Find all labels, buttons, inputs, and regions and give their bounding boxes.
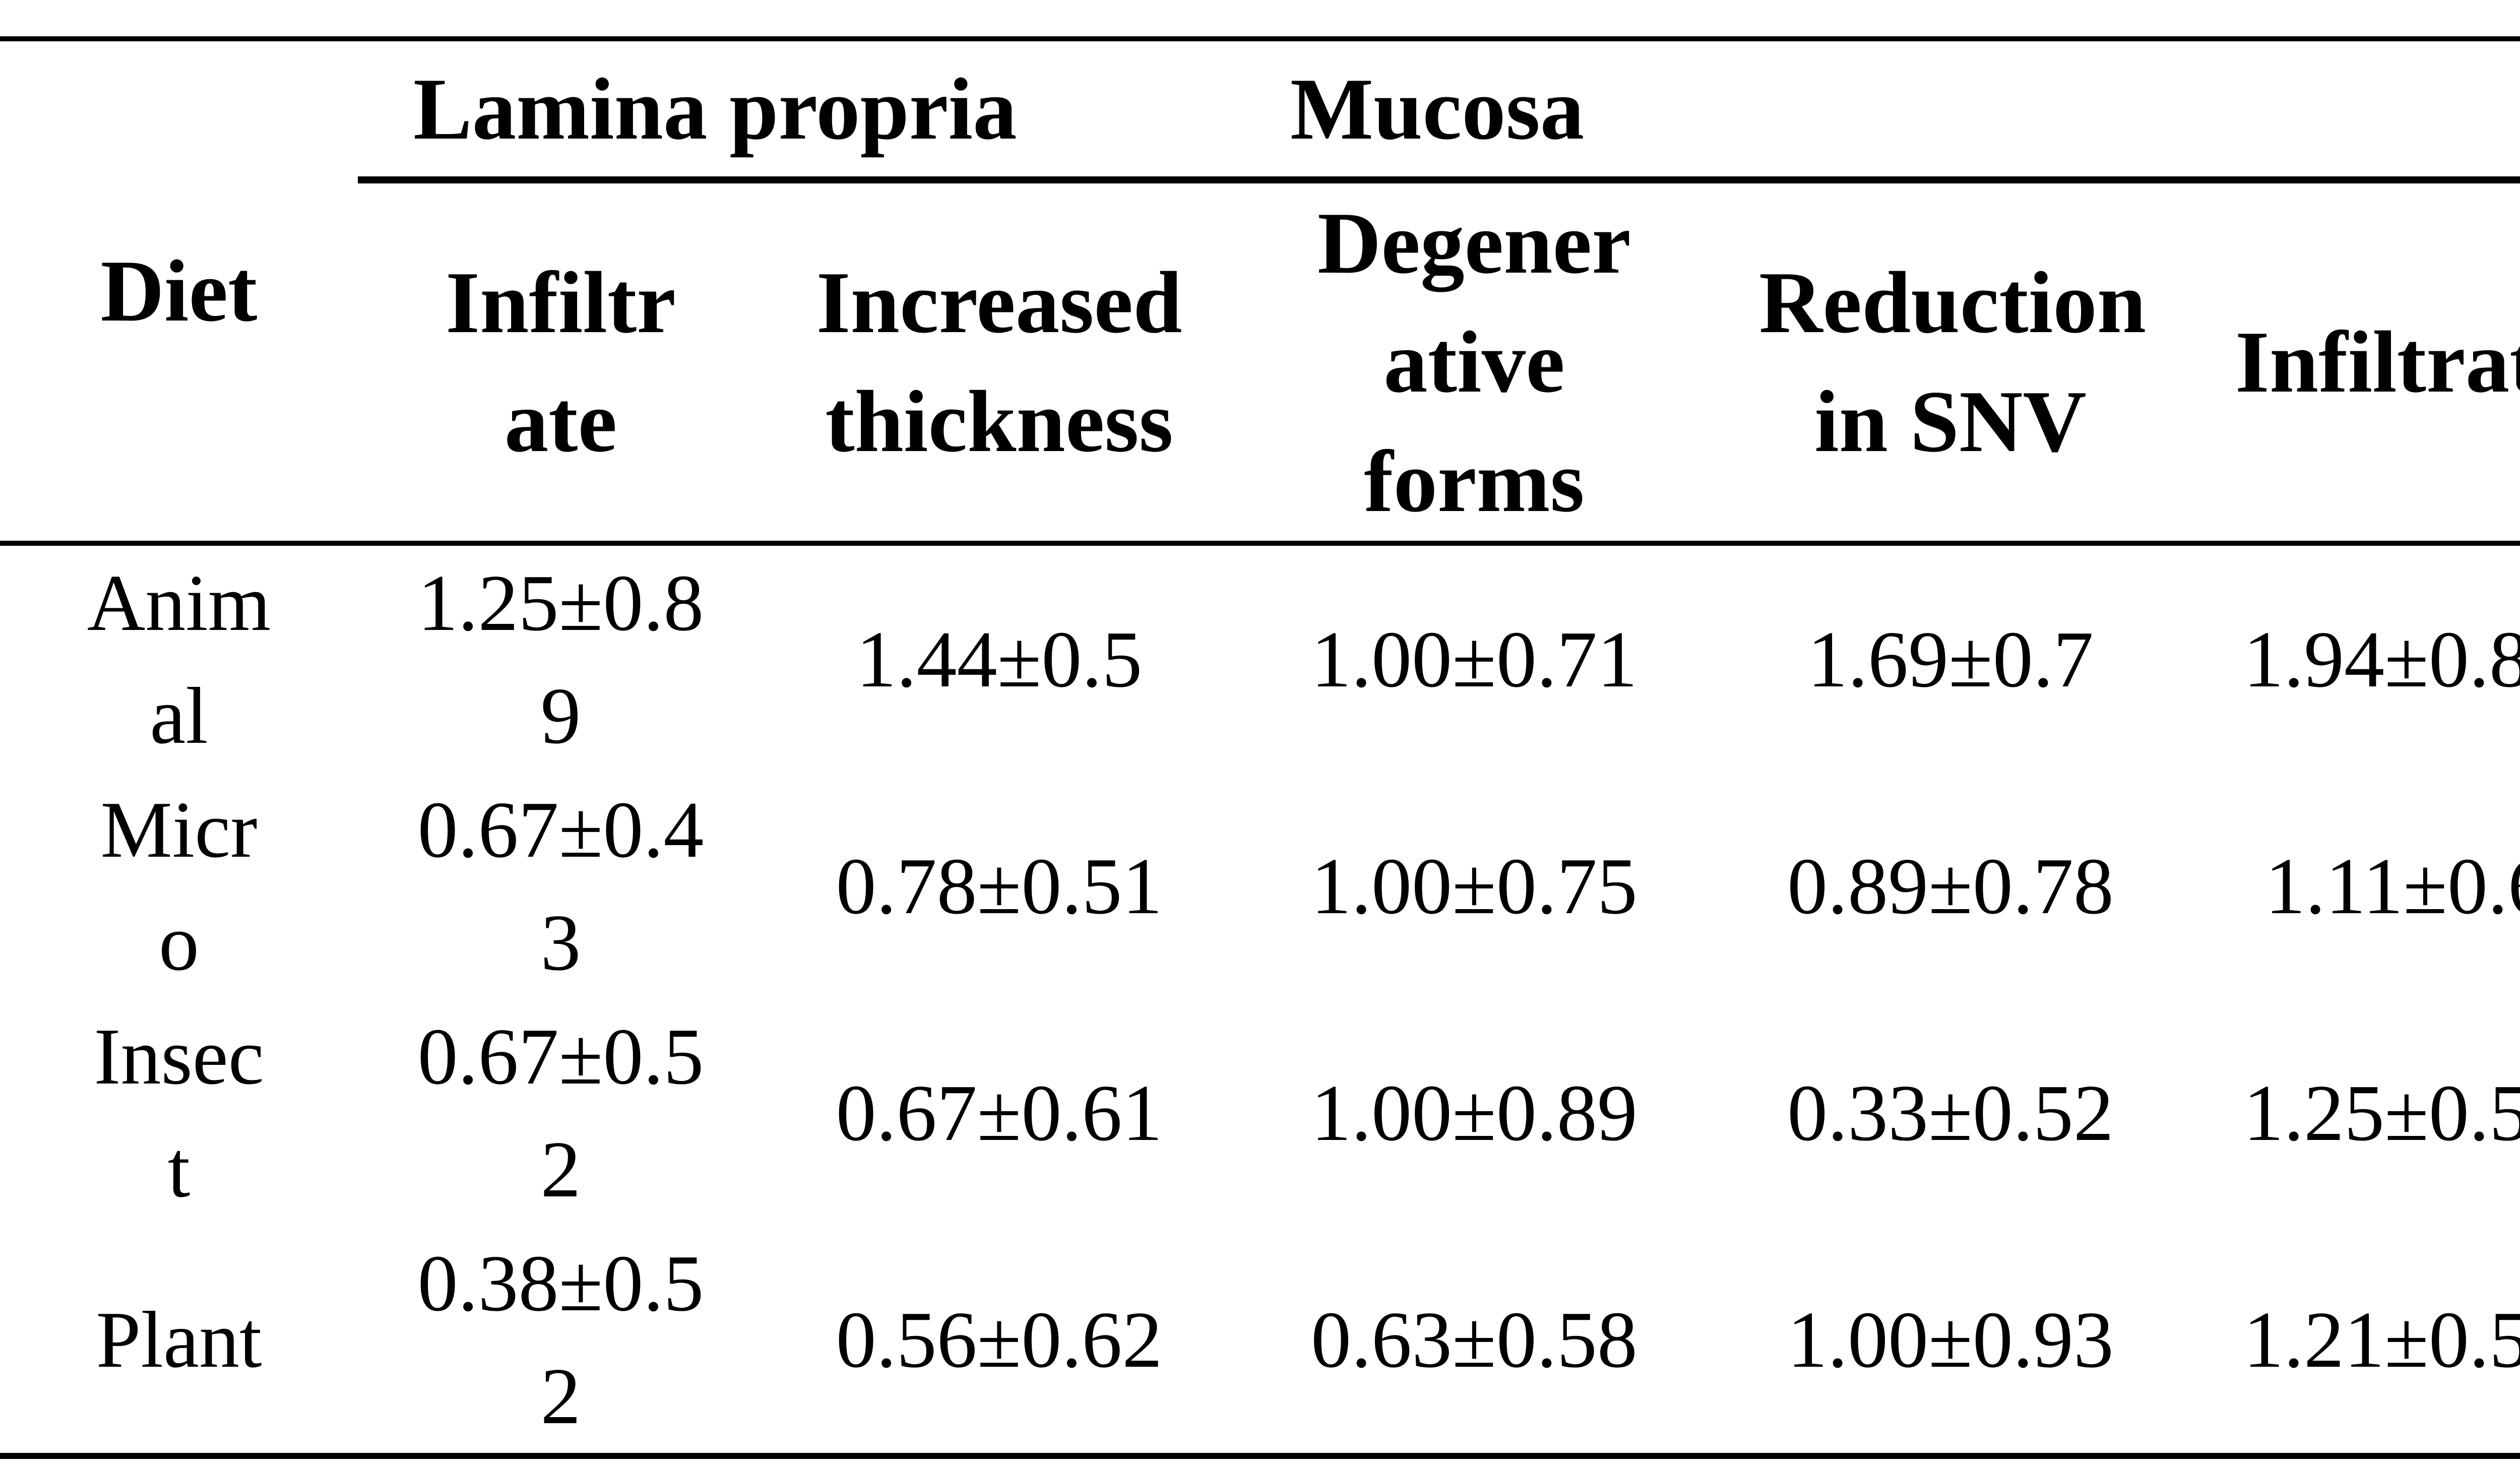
cell-mucosa-infiltrate: 1.21±0.59 [2187,1226,2520,1459]
cell-diet: Insect [94,1011,264,1214]
cell-increased-thickness: 0.78±0.51 [836,841,1163,931]
table-row-insect: Insect 0.67±0.52 0.67±0.61 1.00±0.89 0.3… [0,999,2520,1226]
table-row-micro: Micro 0.67±0.43 0.78±0.51 1.00±0.75 0.89… [0,773,2520,999]
column-header-lp-infiltrate: Infiltr ate [358,180,764,546]
cell-degenerative-forms: 0.63±0.58 [1235,1226,1714,1459]
cell-increased-thickness: 0.56±0.62 [764,1226,1235,1459]
cell-lp-infiltrate: 0.67±0.43 [417,784,704,987]
table-row-animal: Animal 1.25±0.89 1.44±0.5 1.00±0.71 1.69… [0,543,2520,773]
group-header-row: Diet Lamina propria Mucosa Sub Mucosa TO… [0,36,2520,546]
cell-mucosa-infiltrate: 1.11±0.6 [2265,841,2520,931]
column-header-diet: Diet [0,36,358,546]
cell-mucosa-infiltrate: 1.94±0.82 [2243,614,2520,704]
cell-reduction-in-snv: 1.00±0.93 [1714,1226,2187,1459]
cell-reduction-in-snv: 1.69±0.7 [1807,614,2094,704]
cell-degenerative-forms: 1.00±0.71 [1311,614,1637,704]
column-header-degenerative-forms: Degener ative forms [1235,180,1714,546]
cell-lp-infiltrate: 0.38±0.52 [358,1226,764,1459]
column-header-reduction-in-snv: Reduction in SNV [1714,180,2187,546]
cell-degenerative-forms: 1.00±0.75 [1311,841,1637,931]
cell-mucosa-infiltrate: 1.25±0.52 [2243,1067,2520,1158]
cell-reduction-in-snv: 0.33±0.52 [1787,1067,2114,1158]
table-row-plant: Plant 0.38±0.52 0.56±0.62 0.63±0.58 1.00… [0,1226,2520,1459]
cell-reduction-in-snv: 0.89±0.78 [1787,841,2114,931]
group-header-mucosa: Mucosa [1235,36,2520,183]
group-header-lamina-propria: Lamina propria [358,36,1235,183]
cell-increased-thickness: 0.67±0.61 [836,1067,1163,1158]
column-header-row: Infiltr ate Increased thickness Degener … [0,180,2520,546]
cell-increased-thickness: 1.44±0.5 [856,614,1143,704]
cell-lp-infiltrate: 1.25±0.89 [417,557,704,760]
cell-diet: Plant [0,1226,358,1459]
cell-diet: Animal [87,557,271,760]
cell-diet: Micro [100,784,258,987]
column-header-increased-thickness: Increased thickness [764,180,1235,546]
histology-score-table: Diet Lamina propria Mucosa Sub Mucosa TO… [0,36,2520,1459]
cell-degenerative-forms: 1.00±0.89 [1311,1067,1637,1158]
cell-lp-infiltrate: 0.67±0.52 [417,1011,704,1214]
